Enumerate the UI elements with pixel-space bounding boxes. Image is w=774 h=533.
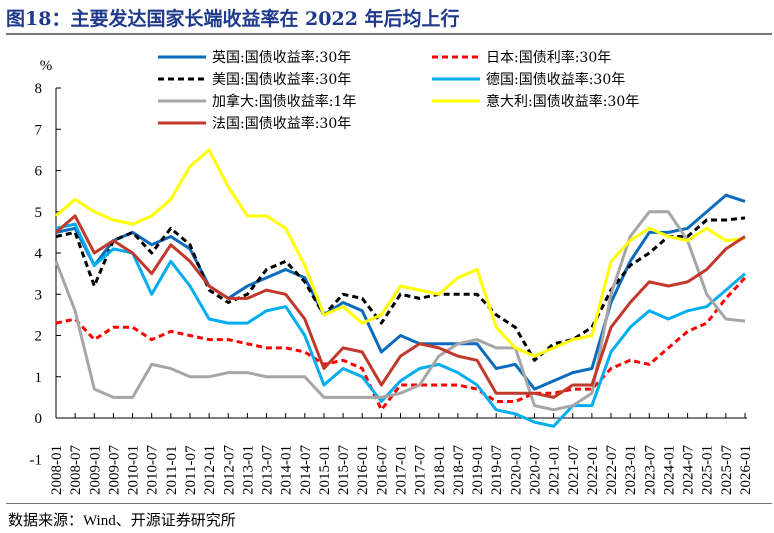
- y-tick-label: 8: [35, 81, 43, 97]
- y-axis-unit: %: [40, 58, 53, 74]
- x-tick-label: 2025-07: [719, 445, 735, 495]
- y-tick-label: 4: [35, 246, 43, 262]
- x-tick-label: 2015-07: [336, 445, 352, 495]
- legend-label: 英国:国债收益率:30年: [212, 49, 351, 66]
- x-tick-label: 2010-07: [145, 445, 161, 495]
- series-line-1: [55, 276, 747, 412]
- x-tick-label: 2024-07: [681, 445, 697, 495]
- x-tick-label: 2018-01: [432, 445, 448, 495]
- x-tick-label: 2012-07: [221, 445, 237, 495]
- x-tick-label: 2020-07: [527, 445, 543, 495]
- y-tick-label: 1: [35, 370, 43, 386]
- y-tick-label: 6: [35, 164, 43, 180]
- x-tick-label: 2021-07: [566, 445, 582, 495]
- source-note: 数据来源：Wind、开源证券研究所: [8, 513, 236, 529]
- x-tick-label: 2016-07: [374, 445, 390, 495]
- source-divider: [6, 503, 772, 504]
- y-tick-label: 2: [35, 329, 43, 345]
- legend-label: 美国:国债收益率:30年: [212, 71, 351, 88]
- x-tick-label: 2019-01: [470, 445, 486, 495]
- y-tick-label: 0: [35, 411, 43, 427]
- chart-title: 图18：主要发达国家长端收益率在 2022 年后均上行: [6, 8, 460, 30]
- series-line-2: [55, 216, 746, 362]
- y-tick-label: 5: [35, 205, 43, 221]
- title-divider: [6, 33, 772, 35]
- y-tick-label: 7: [35, 122, 43, 138]
- x-tick-label: 2011-01: [164, 446, 180, 495]
- x-tick-label: 2009-07: [106, 445, 122, 495]
- x-tick-label: 2020-01: [508, 445, 524, 495]
- legend-label: 法国:国债收益率:30年: [212, 115, 351, 132]
- legend-label: 意大利:国债收益率:30年: [486, 93, 639, 110]
- x-tick-label: 2026-01: [738, 445, 754, 495]
- x-tick-label: 2013-01: [240, 445, 256, 495]
- series-line-6: [55, 214, 746, 399]
- x-tick-label: 2016-01: [355, 445, 371, 495]
- x-tick-label: 2011-07: [183, 445, 199, 495]
- x-tick-label: 2024-01: [661, 445, 677, 495]
- x-tick-label: 2008-07: [68, 445, 84, 495]
- x-tick-label: 2014-01: [279, 445, 295, 495]
- x-tick-label: 2010-01: [126, 445, 142, 495]
- x-tick-label: 2014-07: [298, 445, 314, 495]
- x-tick-label: 2021-01: [547, 445, 563, 495]
- x-tick-label: 2022-01: [585, 445, 601, 495]
- x-tick-label: 2022-07: [604, 445, 620, 495]
- series-line-4: [54, 210, 746, 412]
- series-line-3: [55, 222, 746, 428]
- x-tick-label: 2019-07: [489, 445, 505, 495]
- x-tick-label: 2009-01: [87, 445, 103, 495]
- series-line-0: [55, 193, 746, 391]
- x-tick-label: 2008-01: [49, 445, 65, 495]
- y-tick-label: 3: [35, 287, 43, 303]
- series-line-5: [55, 148, 746, 358]
- x-tick-label: 2015-01: [317, 445, 333, 495]
- x-tick-label: 2013-07: [260, 445, 276, 495]
- x-tick-label: 2025-01: [700, 445, 716, 495]
- x-tick-label: 2023-07: [642, 445, 658, 495]
- x-tick-label: 2012-01: [202, 445, 218, 495]
- legend-label: 加拿大:国债收益率:1年: [212, 93, 356, 110]
- x-tick-label: 2018-07: [451, 445, 467, 495]
- legend-label: 日本:国债利率:30年: [486, 49, 611, 66]
- y-tick-label: -1: [30, 452, 43, 468]
- x-tick-label: 2017-01: [394, 445, 410, 495]
- legend-label: 德国:国债收益率:30年: [486, 71, 625, 88]
- x-tick-label: 2023-01: [623, 445, 639, 495]
- x-tick-label: 2017-07: [413, 445, 429, 495]
